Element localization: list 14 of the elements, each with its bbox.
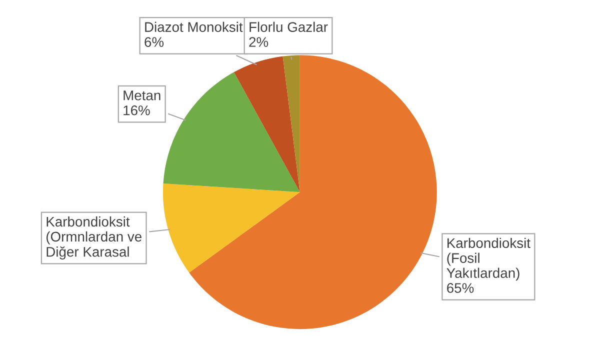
- slice-label: Karbondioksit (Fosil Yakıtlardan): [446, 238, 530, 281]
- pie-slice: [282, 55, 300, 192]
- pie-slice: [163, 72, 300, 192]
- pie-slice: [162, 184, 300, 273]
- slice-label: Florlu Gazlar: [250, 22, 328, 32]
- data-label: 16%: [124, 105, 150, 116]
- slice-label: Metan: [124, 90, 160, 100]
- pie-slice: [189, 55, 437, 330]
- data-label: 65%: [447, 283, 474, 293]
- slice-label: Diazot Monoksit: [145, 22, 243, 32]
- slice-label: Karbondioksit (Ormnlardan ve Diğer Karasal: [46, 216, 142, 260]
- pie-slice: [234, 56, 300, 192]
- data-label: 2%: [249, 37, 268, 47]
- data-label: 6%: [144, 37, 164, 47]
